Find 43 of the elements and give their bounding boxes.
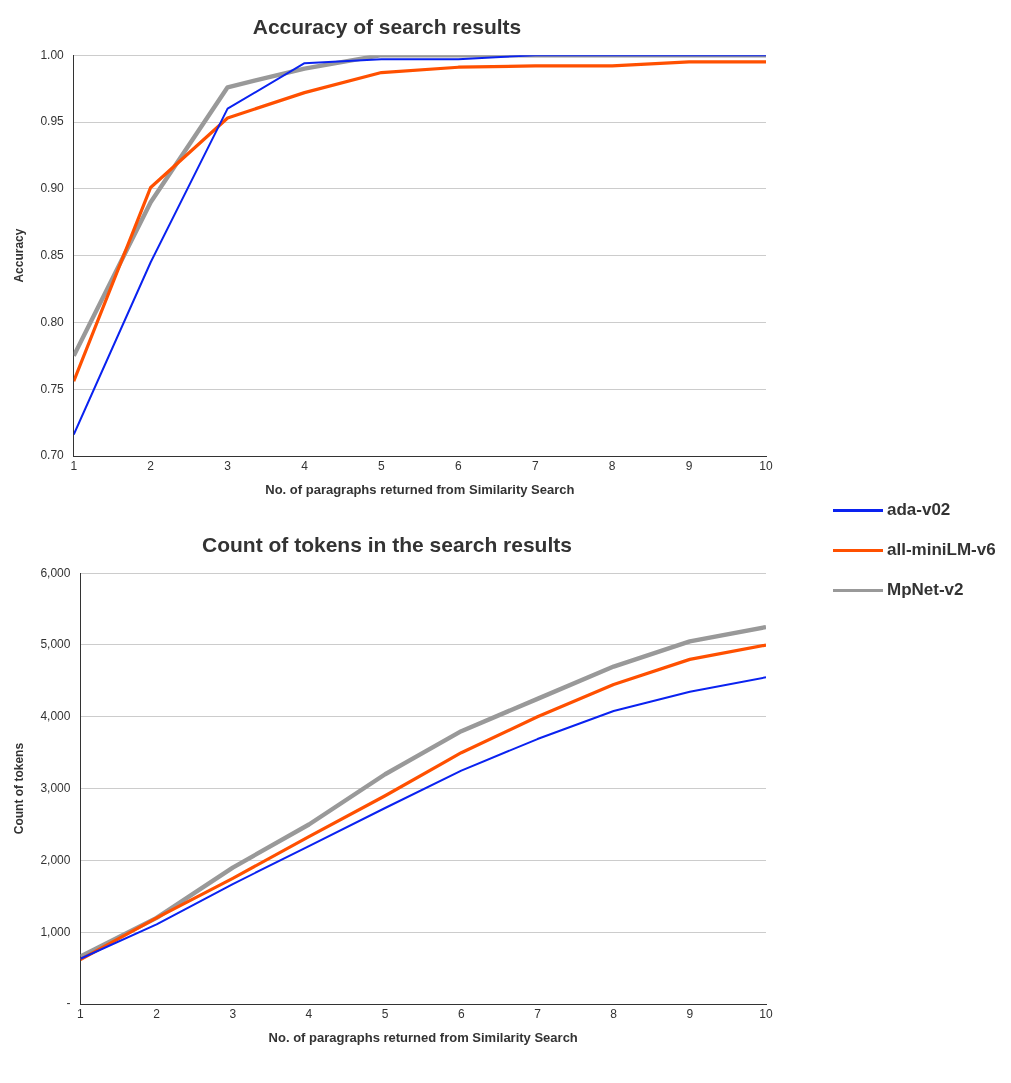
- legend-label: MpNet-v2: [887, 580, 964, 600]
- legend-label: ada-v02: [887, 500, 951, 520]
- x-tick-label: 2: [147, 458, 155, 473]
- y-tick-label: 3,000: [40, 780, 71, 795]
- y-axis-title: Count of tokens: [11, 742, 26, 835]
- x-tick-label: 7: [531, 458, 539, 473]
- y-tick-label: 0.80: [40, 314, 65, 329]
- x-tick-label: 5: [381, 1006, 389, 1021]
- y-tick-label: 0.70: [40, 448, 65, 463]
- x-tick-label: 10: [759, 458, 773, 473]
- y-axis-title: Accuracy: [11, 228, 26, 283]
- x-tick-label: 1: [70, 458, 78, 473]
- y-tick-label: 0.75: [40, 381, 65, 396]
- y-tick-label: 2,000: [40, 852, 71, 867]
- chart-title: Count of tokens in the search results: [202, 533, 572, 557]
- y-tick-label: 4,000: [40, 709, 71, 724]
- x-tick-label: 8: [610, 1006, 618, 1021]
- x-tick-label: 7: [534, 1006, 542, 1021]
- x-tick-label: 9: [685, 458, 693, 473]
- x-tick-label: 9: [686, 1006, 694, 1021]
- x-axis-title: No. of paragraphs returned from Similarity Search: [268, 1029, 578, 1045]
- legend-label: all-miniLM-v6: [887, 540, 996, 560]
- y-tick-label: 5,000: [40, 637, 71, 652]
- x-tick-label: 4: [301, 458, 309, 473]
- x-tick-label: 1: [77, 1006, 85, 1021]
- x-tick-label: 6: [454, 458, 462, 473]
- y-tick-label: 0.90: [40, 181, 65, 196]
- x-tick-label: 2: [153, 1006, 161, 1021]
- x-tick-label: 4: [305, 1006, 313, 1021]
- x-tick-label: 3: [229, 1006, 237, 1021]
- x-tick-label: 3: [224, 458, 232, 473]
- y-tick-label: 0.85: [40, 247, 65, 262]
- x-tick-label: 10: [759, 1006, 773, 1021]
- x-tick-label: 6: [457, 1006, 465, 1021]
- x-axis-title: No. of paragraphs returned from Similarity Search: [265, 481, 575, 497]
- x-tick-label: 5: [378, 458, 386, 473]
- y-tick-label: 1.00: [40, 47, 65, 62]
- y-tick-label: 6,000: [40, 565, 71, 580]
- y-tick-label: -: [66, 996, 71, 1011]
- y-tick-label: 0.95: [40, 114, 65, 129]
- y-tick-label: 1,000: [40, 924, 71, 939]
- x-tick-label: 8: [608, 458, 616, 473]
- chart-title: Accuracy of search results: [252, 15, 522, 39]
